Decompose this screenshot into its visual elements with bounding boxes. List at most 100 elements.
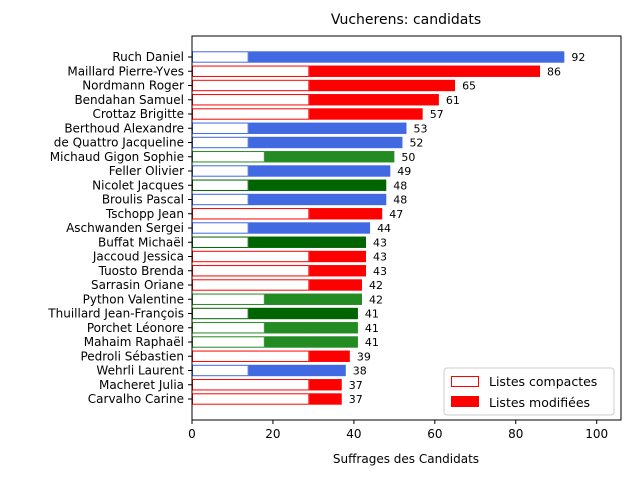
x-tick-label: 40 [346, 427, 361, 441]
bar-value-label: 49 [397, 165, 411, 178]
x-tick-label: 80 [508, 427, 523, 441]
bar-value-label: 92 [571, 51, 585, 64]
bar-compact [192, 250, 310, 263]
y-tick-label: Tschopp Jean [105, 207, 184, 221]
x-tick-label: 20 [265, 427, 280, 441]
y-tick-label: Crottaz Brigitte [92, 107, 184, 121]
bar-modified [264, 322, 358, 334]
bar-value-label: 52 [409, 137, 423, 150]
y-tick-label: Bendahan Samuel [74, 93, 184, 107]
bar-compact [192, 79, 310, 92]
bar-compact [192, 279, 310, 291]
bar-modified [264, 293, 362, 305]
bar-compact [192, 65, 310, 77]
bar-value-label: 38 [353, 365, 367, 378]
bar-modified [309, 379, 342, 391]
bar-modified [309, 65, 541, 77]
x-tick-label: 0 [188, 427, 196, 441]
bar-compact [192, 151, 265, 163]
bar-modified [309, 265, 367, 277]
bar-compact [192, 265, 310, 277]
bar-modified [309, 208, 383, 220]
bar-compact [192, 350, 310, 362]
x-tick-label: 100 [585, 427, 608, 441]
bar-value-label: 53 [414, 122, 428, 135]
bar-value-label: 37 [349, 379, 363, 392]
bar-compact [192, 393, 310, 405]
y-tick-label: Michaud Gigon Sophie [50, 150, 184, 164]
legend-swatch-modified [451, 396, 479, 407]
bar-modified [264, 336, 358, 348]
y-tick-label: Pedroli Sébastien [80, 349, 184, 363]
bar-compact [192, 222, 249, 234]
bar-modified [248, 364, 346, 377]
y-tick-label: Carvalho Carine [88, 392, 184, 406]
y-tick-label: Berthoud Alexandre [64, 121, 184, 135]
y-tick-label: Broulis Pascal [102, 193, 184, 207]
y-tick-label: Macheret Julia [99, 378, 184, 392]
bar-modified [309, 393, 342, 405]
x-axis-label: Suffrages des Candidats [333, 452, 479, 466]
bar-modified [309, 350, 350, 362]
y-tick-label: Maillard Pierre-Yves [67, 64, 184, 78]
bar-compact [192, 165, 249, 177]
bar-compact [192, 179, 249, 191]
bar-value-label: 61 [446, 94, 460, 107]
chart-title: Vucherens: candidats [331, 12, 481, 28]
bar-value-label: 57 [430, 108, 444, 121]
y-tick-label: Sarrasin Oriane [91, 278, 184, 292]
bar-compact [192, 236, 249, 248]
bar-modified [264, 151, 395, 163]
bar-value-label: 39 [357, 350, 371, 363]
bar-compact [192, 336, 265, 348]
bar-value-label: 42 [369, 293, 383, 306]
x-tick-label: 60 [427, 427, 442, 441]
bar-compact [192, 208, 310, 220]
bar-value-label: 41 [365, 308, 379, 321]
bar-value-label: 48 [393, 194, 407, 207]
legend-swatch-compact [451, 376, 479, 387]
bar-modified [248, 307, 358, 320]
bar-compact [192, 51, 249, 63]
y-tick-label: Nordmann Roger [82, 79, 184, 93]
y-tick-label: Wehrli Laurent [96, 364, 184, 378]
value-labels-layer: 9286656157535250494848474443434342424141… [349, 51, 586, 406]
y-tick-label: Jaccoud Jessica [92, 250, 184, 264]
bar-modified [309, 279, 362, 291]
bar-compact [192, 293, 265, 305]
bar-modified [248, 179, 387, 191]
y-tick-label: Nicolet Jacques [92, 178, 184, 192]
bar-compact [192, 379, 310, 391]
plot-frame [191, 35, 622, 421]
y-tick-label: Ruch Daniel [112, 50, 184, 64]
bar-modified [248, 193, 387, 206]
y-tick-label: Thuillard Jean-François [47, 307, 184, 321]
y-tick-label: Porchet Léonore [87, 321, 184, 335]
bar-modified [248, 236, 367, 248]
bar-compact [192, 307, 249, 320]
bar-modified [309, 94, 439, 106]
y-tick-label: Python Valentine [83, 292, 184, 306]
x-axis: 0 20 40 60 80 100 [188, 420, 608, 441]
y-tick-label: Tuosto Brenda [98, 264, 184, 278]
y-tick-label: Buffat Michaël [98, 235, 184, 249]
bar-value-label: 47 [389, 208, 403, 221]
bar-compact [192, 136, 249, 149]
bar-modified [248, 136, 403, 149]
bar-compact [192, 122, 249, 134]
legend-label-modified: Listes modifiées [489, 395, 590, 410]
bar-value-label: 44 [377, 222, 391, 235]
y-tick-label: Aschwanden Sergei [66, 221, 184, 235]
bar-value-label: 41 [365, 336, 379, 349]
bar-value-label: 65 [462, 80, 476, 93]
bar-value-label: 41 [365, 322, 379, 335]
legend-box [443, 367, 615, 416]
bar-modified [248, 122, 407, 134]
bar-compact [192, 322, 265, 334]
bar-value-label: 86 [547, 65, 561, 78]
bar-modified [248, 222, 371, 234]
bar-value-label: 50 [401, 151, 415, 164]
